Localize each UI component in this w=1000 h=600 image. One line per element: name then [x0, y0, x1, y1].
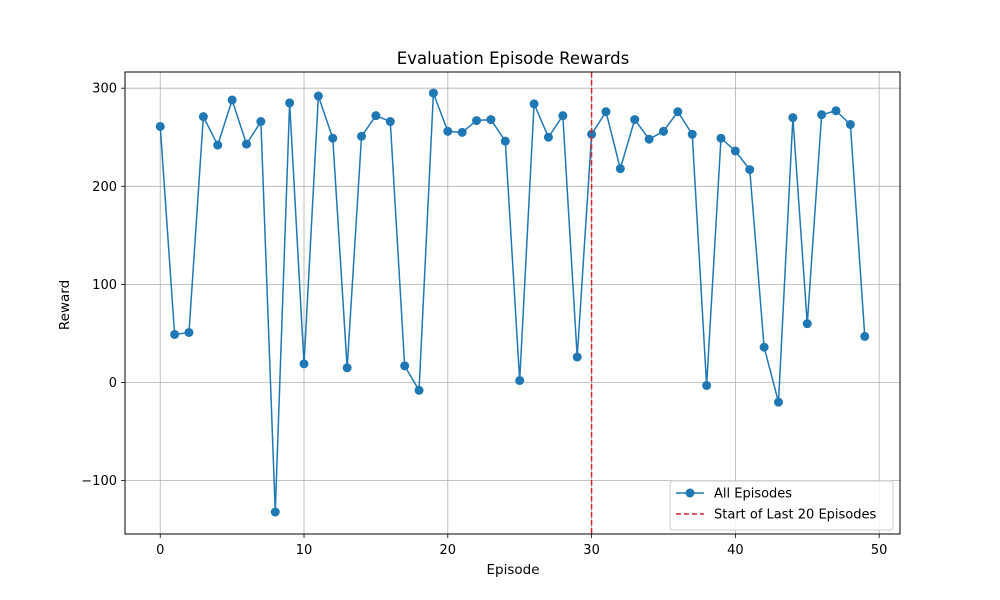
y-tick-label: −100: [81, 474, 117, 489]
data-point: [155, 121, 165, 131]
chart-title: Evaluation Episode Rewards: [397, 49, 629, 68]
data-point: [802, 319, 812, 329]
data-point: [500, 136, 510, 146]
data-point: [486, 115, 496, 125]
data-point: [400, 361, 410, 371]
data-point: [184, 327, 194, 337]
data-point: [357, 131, 367, 141]
data-point: [630, 115, 640, 125]
data-point: [241, 139, 251, 149]
data-point: [572, 352, 582, 362]
data-point: [213, 140, 223, 150]
x-tick-label: 40: [727, 543, 744, 558]
data-point: [227, 95, 237, 105]
plot-area: [155, 72, 870, 534]
data-point: [817, 110, 827, 120]
x-tick-label: 30: [583, 543, 600, 558]
data-point: [615, 164, 625, 174]
data-point: [285, 98, 295, 108]
data-point: [414, 385, 424, 395]
data-point: [443, 126, 453, 136]
data-point: [831, 106, 841, 116]
data-point: [385, 117, 395, 127]
legend-label-all-episodes: All Episodes: [714, 487, 792, 502]
data-point: [328, 133, 338, 143]
y-tick-label: 100: [92, 278, 117, 293]
data-point: [658, 126, 668, 136]
plot-frame: [124, 71, 901, 535]
legend-label-last-20: Start of Last 20 Episodes: [714, 508, 876, 523]
data-point: [543, 132, 553, 142]
y-axis-label: Reward: [57, 280, 73, 330]
grid: [125, 72, 900, 534]
data-point: [730, 146, 740, 156]
x-tick-label: 0: [156, 543, 164, 558]
axis-ticks: 0 10 20 30 40 50 −100 0 100 200 300: [81, 82, 887, 558]
legend-marker-all-episodes: [685, 488, 695, 498]
data-point: [515, 376, 525, 386]
data-point: [673, 107, 683, 117]
y-tick-label: 300: [92, 82, 117, 97]
data-point: [702, 380, 712, 390]
y-tick-label: 0: [109, 376, 117, 391]
data-point: [256, 117, 266, 127]
legend-box: [669, 480, 894, 531]
data-point: [860, 331, 870, 341]
data-point: [601, 107, 611, 117]
x-tick-label: 50: [871, 543, 888, 558]
data-point: [313, 91, 323, 101]
legend: All Episodes Start of Last 20 Episodes: [669, 480, 894, 531]
data-point: [587, 129, 597, 139]
data-point: [788, 113, 798, 123]
data-point: [472, 116, 482, 126]
data-point: [759, 342, 769, 352]
data-point: [371, 111, 381, 121]
data-point: [529, 99, 539, 109]
data-point: [270, 507, 280, 517]
data-point: [299, 359, 309, 369]
series-line-all-episodes: [159, 92, 866, 513]
data-point: [342, 363, 352, 373]
data-point: [745, 165, 755, 175]
data-point: [644, 134, 654, 144]
x-tick-label: 20: [440, 543, 457, 558]
data-point: [198, 112, 208, 122]
x-tick-label: 10: [296, 543, 313, 558]
data-point: [457, 127, 467, 137]
data-point: [687, 129, 697, 139]
data-point: [845, 119, 855, 129]
data-point: [170, 329, 180, 339]
data-point: [558, 111, 568, 121]
data-point: [716, 133, 726, 143]
x-axis-label: Episode: [486, 562, 539, 578]
data-point: [428, 88, 438, 98]
data-point: [774, 397, 784, 407]
y-tick-label: 200: [92, 180, 117, 195]
